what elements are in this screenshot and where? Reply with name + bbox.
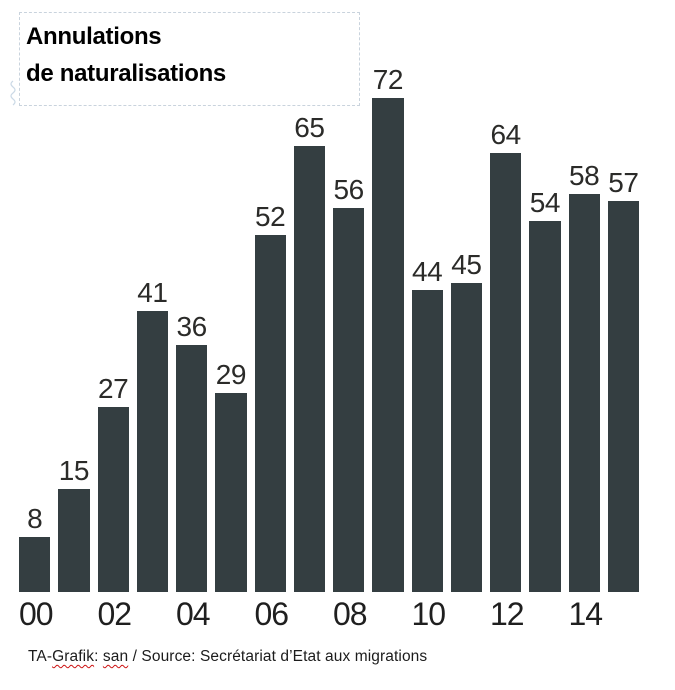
bar-value-label: 64 [490, 119, 522, 150]
bar [19, 537, 51, 592]
footer-text-segment: : [94, 648, 103, 665]
misspelled-word: san [102, 648, 129, 665]
footer-text-segment: / Source: Secrétariat d’Etat aux migrati… [128, 648, 428, 665]
bar-column: 36 [176, 311, 208, 592]
misspelled-word: Grafik [52, 648, 95, 665]
source-credit-line: TA-Grafik: san / Source: Secrétariat d’E… [28, 647, 427, 667]
bar-value-label: 27 [98, 373, 129, 404]
bar-value-label: 54 [529, 187, 561, 218]
bar-column: 56 [333, 174, 365, 592]
bar-plot: 8 15 27 41 36 29 52 65 56 72 44 45 64 54 58 57 [19, 0, 639, 592]
bar-value-label: 15 [58, 455, 90, 486]
x-tick-label: 08 [333, 596, 368, 632]
bar [450, 283, 482, 592]
bar [254, 235, 286, 592]
bar-column: 57 [607, 167, 639, 592]
bar-value-label: 8 [27, 503, 43, 534]
frame-anchor-icon [10, 80, 16, 106]
bar-column: 65 [293, 112, 325, 592]
bar-column: 52 [254, 201, 286, 592]
bar-value-label: 72 [372, 64, 404, 95]
bar-value-label: 36 [176, 311, 208, 342]
x-tick-label: 02 [97, 596, 133, 632]
title-line-2: de naturalisations [26, 60, 226, 87]
bar [372, 98, 404, 592]
x-tick-label: 04 [176, 596, 211, 632]
x-tick-label: 00 [19, 596, 54, 632]
x-tick-label [294, 597, 325, 631]
bar-column: 54 [529, 187, 561, 592]
bar-value-label: 44 [412, 256, 443, 287]
bar-column: 27 [97, 373, 129, 592]
title-frame[interactable]: Annulations de naturalisations [19, 12, 360, 106]
x-tick-label [58, 597, 89, 631]
bar-value-label: 56 [333, 174, 365, 205]
bar [529, 221, 561, 592]
x-tick-label: 14 [568, 596, 604, 632]
x-tick-label [215, 597, 246, 631]
title-line-1: Annulations [26, 23, 162, 50]
bar [607, 201, 639, 592]
x-tick-label [529, 597, 560, 631]
bar-column: 29 [215, 359, 247, 592]
bar-value-label: 65 [294, 112, 325, 143]
bar-value-label: 52 [255, 201, 286, 232]
x-tick-label [372, 597, 403, 631]
bar-column: 64 [490, 119, 522, 592]
bar-column: 45 [450, 249, 482, 592]
bar [58, 489, 90, 592]
bar [490, 153, 522, 592]
bar [97, 407, 129, 592]
x-tick-label [451, 597, 482, 631]
footer-text-segment: TA- [28, 648, 53, 665]
bar-value-label: 45 [451, 249, 482, 280]
bar-value-label: 58 [569, 160, 600, 191]
bar [333, 208, 365, 592]
bar-value-label: 41 [137, 277, 168, 308]
bar [176, 345, 208, 592]
x-tick-label [137, 597, 168, 631]
bar-column: 8 [19, 503, 51, 592]
bar-column: 72 [372, 64, 404, 592]
x-tick-label: 10 [411, 596, 447, 632]
chart-title: Annulations de naturalisations [20, 13, 359, 92]
bar-value-label: 29 [215, 359, 247, 390]
x-tick-label [608, 597, 639, 631]
bar-column: 58 [568, 160, 600, 592]
bar-column: 44 [411, 256, 443, 592]
x-tick-label: 12 [490, 596, 525, 632]
bar [215, 393, 247, 592]
bar [293, 146, 325, 592]
x-axis: 00 02 04 06 08 10 12 14 [19, 597, 639, 631]
bar [136, 311, 168, 592]
bar [411, 290, 443, 592]
bar [568, 194, 600, 592]
bar-column: 41 [136, 277, 168, 592]
bar-value-label: 57 [608, 167, 639, 198]
x-tick-label: 06 [254, 596, 290, 632]
bar-column: 15 [58, 455, 90, 592]
